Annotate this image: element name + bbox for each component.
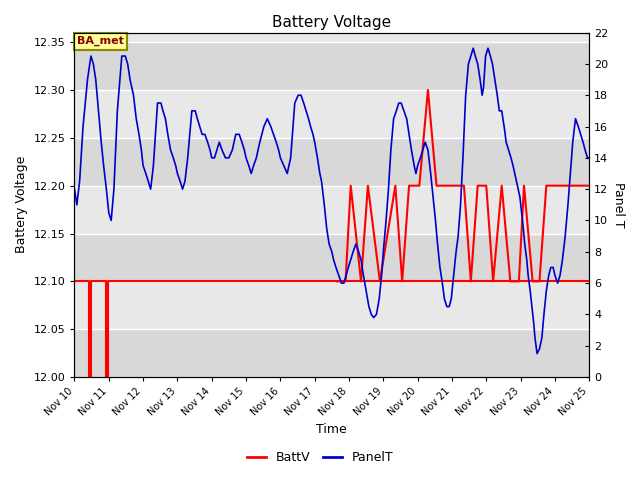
X-axis label: Time: Time [316,423,348,436]
Bar [74,186,589,233]
Bar [74,42,589,90]
Bar [74,281,589,329]
Y-axis label: Battery Voltage: Battery Voltage [15,156,28,253]
Title: Battery Voltage: Battery Voltage [272,15,392,30]
Legend: BattV, PanelT: BattV, PanelT [242,446,398,469]
Bar [74,233,589,281]
Bar [74,90,589,138]
Bar [74,138,589,186]
Y-axis label: Panel T: Panel T [612,182,625,228]
Bar [74,329,589,377]
Text: BA_met: BA_met [77,36,124,46]
